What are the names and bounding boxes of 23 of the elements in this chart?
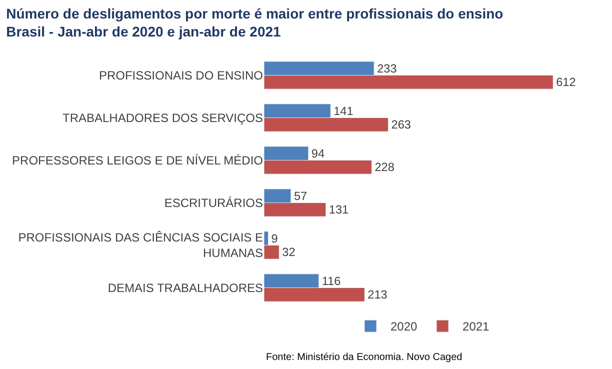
y-tick-label: ESCRITURÁRIOS xyxy=(164,196,263,210)
data-label: 213 xyxy=(368,288,388,302)
text: Brasil - Jan-abr de 2020 e jan-abr de 2021 xyxy=(6,24,282,40)
data-label: 233 xyxy=(377,61,398,76)
y-tick-label: TRABALHADORES DOS SERVIÇOS xyxy=(62,110,263,125)
data-label: 32 xyxy=(282,245,296,260)
legend-label: 2020 xyxy=(390,320,418,334)
data-label: 57 xyxy=(294,188,308,203)
y-tick-label: PROFISSIONAIS DO ENSINO xyxy=(98,68,263,82)
y-tick-label: PROFISSIONAIS DAS CIÊNCIAS SOCIAIS E HUMANAS xyxy=(18,230,263,260)
data-label: 263 xyxy=(391,118,412,132)
data-label: 94 xyxy=(311,146,325,160)
y-tick-label: DEMAIS TRABALHADORES xyxy=(108,280,263,295)
legend-label: 2021 xyxy=(462,320,490,334)
source-note: Fonte: Ministério da Economia. Novo Caged xyxy=(266,352,462,363)
data-label: 131 xyxy=(328,202,349,217)
data-label: 612 xyxy=(556,75,576,90)
y-tick-label: PROFESSORES LEIGOS E DE NÍVEL MÉDIO xyxy=(12,153,263,168)
data-label: 116 xyxy=(322,274,342,288)
data-label: 228 xyxy=(374,160,395,174)
data-label: 9 xyxy=(271,231,278,246)
data-label: 141 xyxy=(334,104,354,118)
chart-title: Número de desligamentos por morte é maior entre profissionais do ensino xyxy=(6,5,504,22)
